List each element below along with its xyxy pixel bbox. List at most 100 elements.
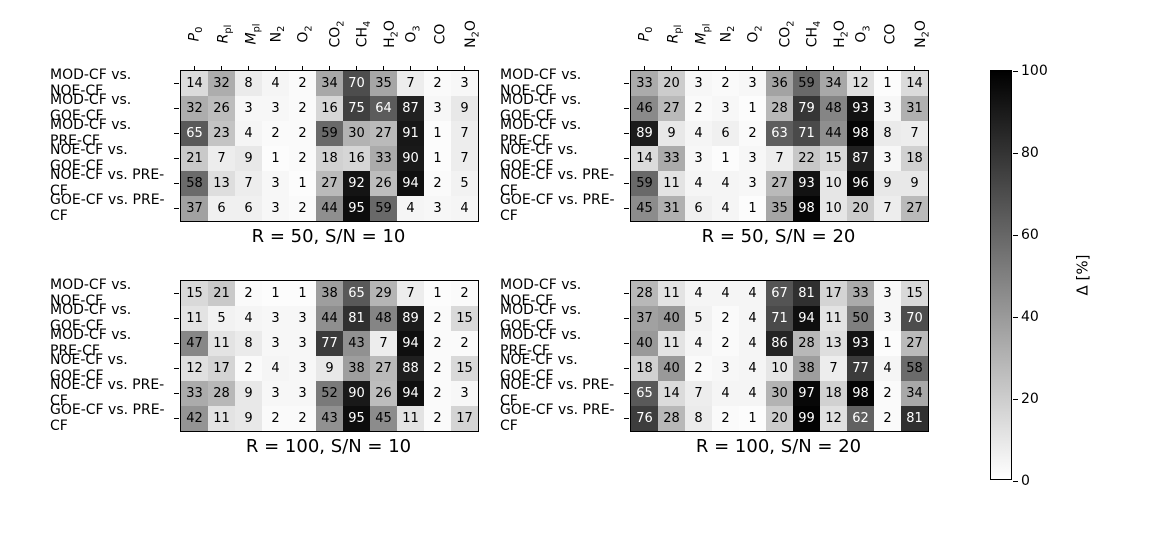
heatmap-cell: 2 bbox=[289, 96, 316, 121]
heatmap-cell: 2 bbox=[712, 331, 739, 356]
heatmap-cell: 59 bbox=[793, 71, 820, 96]
heatmap-cell: 98 bbox=[847, 121, 874, 146]
row-label: GOE-CF vs. PRE-CF bbox=[500, 405, 620, 430]
row-label: GOE-CF vs. PRE-CF bbox=[50, 195, 170, 220]
heatmap-cell: 12 bbox=[847, 71, 874, 96]
heatmap-cell: 1 bbox=[424, 121, 451, 146]
row-labels: MOD-CF vs. NOE-CFMOD-CF vs. GOE-CFMOD-CF… bbox=[500, 280, 620, 430]
heatmap-cell: 16 bbox=[343, 146, 370, 171]
heatmap-cell: 11 bbox=[820, 306, 847, 331]
heatmap-cell: 65 bbox=[631, 381, 658, 406]
heatmap-cell: 27 bbox=[901, 196, 928, 221]
heatmap-cell: 27 bbox=[316, 171, 343, 196]
heatmap-cell: 2 bbox=[424, 71, 451, 96]
heatmap-cell: 43 bbox=[316, 406, 343, 431]
heatmap-cell: 3 bbox=[262, 331, 289, 356]
heatmap-cell: 90 bbox=[343, 381, 370, 406]
row-labels: MOD-CF vs. NOE-CFMOD-CF vs. GOE-CFMOD-CF… bbox=[50, 280, 170, 430]
col-header-label: O3 bbox=[403, 25, 419, 42]
heatmap-cell: 90 bbox=[397, 146, 424, 171]
row-tick bbox=[174, 83, 179, 84]
heatmap-cell: 3 bbox=[874, 96, 901, 121]
colorbar-ticklabel: 60 bbox=[1021, 227, 1039, 243]
heatmap-cell: 2 bbox=[874, 406, 901, 431]
heatmap-cell: 5 bbox=[685, 306, 712, 331]
colorbar: 020406080100 Δ [%] bbox=[990, 70, 1012, 480]
heatmap-cell: 38 bbox=[343, 356, 370, 381]
colorbar-tick bbox=[1013, 153, 1018, 154]
row-tick bbox=[624, 318, 629, 319]
heatmap-cell: 70 bbox=[901, 306, 928, 331]
heatmap-cell: 2 bbox=[739, 121, 766, 146]
heatmap-cell: 48 bbox=[820, 96, 847, 121]
heatmap-cell: 14 bbox=[631, 146, 658, 171]
heatmap-cell: 9 bbox=[874, 171, 901, 196]
heatmap-cell: 27 bbox=[658, 96, 685, 121]
col-header: N2O bbox=[900, 10, 927, 70]
heatmap: 1521211386529712115433448148892154711833… bbox=[180, 280, 479, 432]
heatmap-cell: 4 bbox=[739, 356, 766, 381]
col-header: CO bbox=[873, 10, 900, 70]
col-header-label: H2O bbox=[831, 20, 847, 48]
heatmap-cell: 33 bbox=[658, 146, 685, 171]
heatmap-cell: 7 bbox=[208, 146, 235, 171]
heatmap-cell: 96 bbox=[847, 171, 874, 196]
heatmap-cell: 18 bbox=[631, 356, 658, 381]
col-header-label: P0 bbox=[186, 27, 202, 42]
heatmap-cell: 3 bbox=[451, 381, 478, 406]
heatmap-cell: 28 bbox=[631, 281, 658, 306]
heatmap-cell: 2 bbox=[685, 356, 712, 381]
heatmap-cell: 28 bbox=[208, 381, 235, 406]
heatmap-cell: 67 bbox=[766, 281, 793, 306]
heatmap-cell: 81 bbox=[343, 306, 370, 331]
heatmap-cell: 14 bbox=[901, 71, 928, 96]
heatmap-cell: 18 bbox=[316, 146, 343, 171]
heatmap-cell: 4 bbox=[739, 281, 766, 306]
heatmap-cell: 2 bbox=[424, 171, 451, 196]
heatmap-cell: 2 bbox=[289, 121, 316, 146]
row-tick bbox=[174, 208, 179, 209]
heatmap-cell: 17 bbox=[820, 281, 847, 306]
heatmap-cell: 9 bbox=[235, 381, 262, 406]
panel-2: MOD-CF vs. NOE-CFMOD-CF vs. GOE-CFMOD-CF… bbox=[60, 268, 480, 514]
heatmap-cell: 7 bbox=[901, 121, 928, 146]
heatmap-cell: 4 bbox=[739, 306, 766, 331]
heatmap-cell: 32 bbox=[181, 96, 208, 121]
heatmap-cell: 2 bbox=[712, 406, 739, 431]
heatmap-cell: 93 bbox=[847, 96, 874, 121]
row-tick bbox=[174, 133, 179, 134]
col-header-label: O3 bbox=[853, 25, 869, 42]
heatmap-cell: 87 bbox=[847, 146, 874, 171]
colorbar-tick bbox=[1013, 399, 1018, 400]
heatmap-cell: 31 bbox=[658, 196, 685, 221]
col-header: N2 bbox=[711, 10, 738, 70]
heatmap-cell: 32 bbox=[208, 71, 235, 96]
heatmap-cell: 3 bbox=[874, 281, 901, 306]
heatmap-cell: 9 bbox=[901, 171, 928, 196]
heatmap-cell: 16 bbox=[316, 96, 343, 121]
heatmap-cell: 94 bbox=[397, 381, 424, 406]
heatmap-cell: 8 bbox=[235, 71, 262, 96]
heatmap-cell: 4 bbox=[712, 281, 739, 306]
col-header-label: N2 bbox=[268, 26, 284, 43]
heatmap-cell: 3 bbox=[424, 196, 451, 221]
col-header-label: CH4 bbox=[804, 21, 820, 48]
col-header-label: N2O bbox=[462, 20, 478, 48]
heatmap-cell: 20 bbox=[658, 71, 685, 96]
heatmap-cell: 9 bbox=[658, 121, 685, 146]
heatmap-cell: 8 bbox=[874, 121, 901, 146]
colorbar-ticklabel: 100 bbox=[1021, 63, 1048, 79]
heatmap-cell: 7 bbox=[370, 331, 397, 356]
heatmap-wrap: MOD-CF vs. NOE-CFMOD-CF vs. GOE-CFMOD-CF… bbox=[180, 280, 479, 432]
heatmap-cell: 59 bbox=[370, 196, 397, 221]
heatmap-cell: 89 bbox=[397, 306, 424, 331]
heatmap-cell: 40 bbox=[658, 306, 685, 331]
row-tick bbox=[624, 83, 629, 84]
heatmap-cell: 3 bbox=[289, 356, 316, 381]
heatmap-cell: 65 bbox=[181, 121, 208, 146]
heatmap-cell: 95 bbox=[343, 406, 370, 431]
col-header-label: Mpl bbox=[243, 23, 259, 44]
heatmap-cell: 77 bbox=[316, 331, 343, 356]
heatmap-cell: 4 bbox=[397, 196, 424, 221]
heatmap-cell: 4 bbox=[262, 356, 289, 381]
